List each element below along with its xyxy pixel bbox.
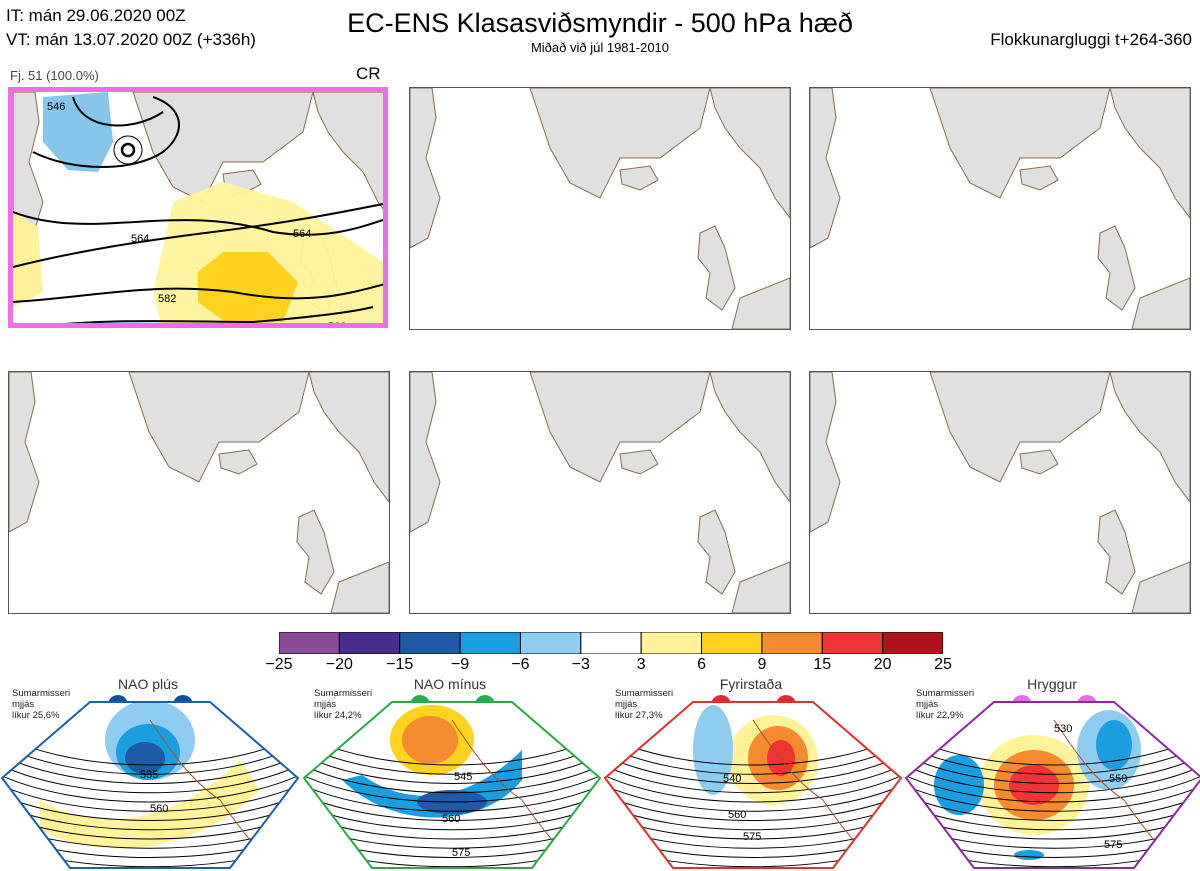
- regime-contour-label: 530: [1054, 723, 1072, 735]
- cluster-map-3[interactable]: [809, 87, 1191, 330]
- colorbar-tick-label: −6: [511, 656, 530, 673]
- cluster-regime-code: CR: [356, 64, 381, 83]
- colorbar-bin: [882, 632, 943, 654]
- colorbar-tick-label: −25: [265, 656, 293, 673]
- regime-contour-label: 560: [728, 809, 746, 821]
- cluster-map-1[interactable]: 546 564 564 582 582: [8, 87, 388, 328]
- regime-contour-label: 575: [743, 831, 761, 843]
- regime-contour-label: 550: [1109, 773, 1127, 785]
- contour-label: 582: [328, 321, 346, 328]
- colorbar-bin: [640, 632, 703, 654]
- regime-info: Sumarmisseri mjjás líkur 24,2%: [314, 688, 373, 721]
- colorbar-bin: [821, 632, 884, 654]
- regime-contour-label: 535: [140, 769, 158, 781]
- colorbar-bin: [761, 632, 823, 654]
- regime-contour-label: 540: [723, 773, 741, 785]
- regime-name: NAO plús: [118, 676, 178, 692]
- regime-map-4[interactable]: 530 550 575: [904, 690, 1200, 870]
- map-5: [410, 372, 790, 613]
- map-2: [410, 88, 790, 329]
- cluster-map-4[interactable]: [8, 371, 390, 614]
- regime-name: Hryggur: [1027, 676, 1077, 692]
- colorbar-bin: [399, 632, 461, 654]
- colorbar-bin: [519, 632, 582, 654]
- contour-label: 564: [131, 233, 149, 245]
- valid-time: VT: mán 13.07.2020 00Z (+336h): [6, 30, 256, 49]
- page-subtitle: Miðað við júl 1981-2010: [530, 40, 670, 55]
- colorbar-tick-label: −9: [450, 656, 470, 673]
- map-1: 546 564 564 582 582: [13, 92, 383, 328]
- regime-info: Sumarmisseri mjjás líkur 25,6%: [12, 688, 71, 721]
- colorbar-bin: [701, 632, 763, 654]
- colorbar-tick-label: 15: [813, 656, 832, 673]
- colorbar-tick-label: −20: [325, 656, 353, 673]
- colorbar: [279, 632, 943, 654]
- regime-info: Sumarmisseri mjjás líkur 22,9%: [916, 688, 975, 721]
- colorbar-tick-label: 3: [636, 656, 646, 673]
- colorbar-tick-label: 20: [873, 656, 892, 673]
- regime-contour-label: 560: [150, 803, 168, 815]
- contour-label: 546: [47, 101, 65, 113]
- cluster-map-2[interactable]: [409, 87, 791, 330]
- regime-name: Fyrirstaða: [719, 676, 783, 692]
- regime-name: NAO mínus: [413, 676, 487, 692]
- cluster-map-6[interactable]: [809, 371, 1191, 614]
- map-3: [810, 88, 1190, 329]
- contour-label: 582: [158, 293, 176, 305]
- regime-map-1[interactable]: 535 560: [0, 690, 300, 870]
- regime-contour-label: 545: [454, 771, 472, 783]
- map-4: [9, 372, 389, 613]
- colorbar-tick-label: 25: [934, 656, 952, 673]
- colorbar-bin: [338, 632, 401, 654]
- cluster-member-count: Fj. 51 (100.0%): [10, 68, 99, 83]
- colorbar-tick-label: −3: [571, 656, 590, 673]
- regime-info: Sumarmisseri mjjás líkur 27,3%: [615, 688, 674, 721]
- colorbar-bin: [279, 632, 340, 654]
- regime-map-2[interactable]: 545 560 575: [302, 690, 602, 870]
- contour-label: 564: [293, 228, 311, 240]
- regime-contour-label: 560: [442, 813, 460, 825]
- colorbar-bin: [459, 632, 521, 654]
- map-6: [810, 372, 1190, 613]
- colorbar-tick-label: −15: [386, 656, 414, 673]
- colorbar-tick-label: 9: [757, 656, 767, 673]
- colorbar-tick-label: 6: [697, 656, 706, 673]
- cluster-map-5[interactable]: [409, 371, 791, 614]
- colorbar-bin: [580, 632, 642, 654]
- initial-time: IT: mán 29.06.2020 00Z: [6, 6, 186, 25]
- classification-window: Flokkunargluggi t+264-360: [990, 30, 1192, 49]
- regime-map-3[interactable]: 540 560 575: [603, 690, 903, 870]
- regime-contour-label: 575: [452, 847, 470, 859]
- regime-contour-label: 575: [1104, 839, 1122, 851]
- page-title: EC-ENS Klasasviðsmyndir - 500 hPa hæð: [347, 8, 853, 38]
